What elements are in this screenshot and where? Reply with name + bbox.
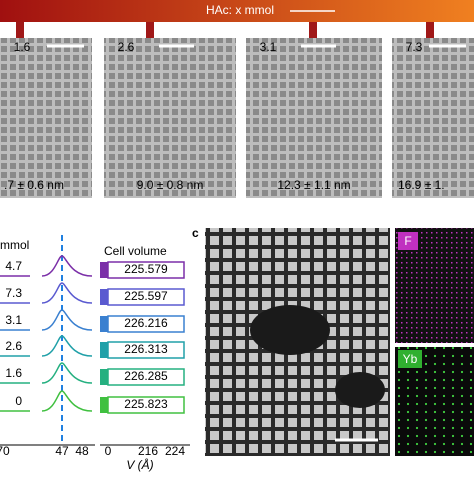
spectrum	[0, 362, 93, 384]
x-axis-label: V (Å)	[126, 457, 153, 472]
color-chip	[100, 342, 108, 358]
x-tick-label: 224	[165, 444, 185, 458]
f-label: F	[404, 234, 411, 248]
tick	[426, 22, 434, 38]
x-tick-label: 70	[0, 444, 10, 458]
amount-label: 1.6	[14, 40, 31, 54]
yb-tag	[398, 350, 422, 368]
tem-image	[392, 38, 474, 198]
amount: 4.7	[5, 259, 22, 273]
spectrum	[0, 309, 93, 331]
spectrum	[0, 335, 93, 357]
x-tick-label: 216	[138, 444, 158, 458]
header: Cell volume	[104, 244, 167, 258]
amount: 0	[15, 394, 22, 408]
gradient-bar	[0, 0, 474, 22]
value-box	[107, 315, 185, 333]
yb-label: Yb	[403, 352, 418, 366]
tick	[309, 22, 317, 38]
color-chip	[100, 262, 108, 278]
cell-volume: 225.597	[124, 289, 168, 303]
cell-volume-panel: 225.579 225.597 226.216 226.313 226.285 225.8…	[100, 244, 190, 472]
amount: 3.1	[5, 313, 22, 327]
spectrum	[0, 282, 93, 304]
value-box	[107, 261, 185, 279]
spectrum	[0, 255, 93, 277]
amount-label: 7.3	[406, 40, 423, 54]
f-tag	[398, 232, 418, 250]
size-label: 12.3 ± 1.1 nm	[277, 178, 350, 192]
amount: 7.3	[5, 286, 22, 300]
cell-volume: 226.313	[124, 342, 168, 356]
amount-label: 3.1	[260, 40, 277, 54]
tem-image	[0, 38, 92, 198]
tem-image	[104, 38, 236, 198]
value-box	[107, 341, 185, 359]
axis-label: mmol	[0, 238, 29, 252]
value-box	[107, 396, 185, 414]
amount-label: 2.6	[118, 40, 135, 54]
cell-volume: 225.579	[124, 262, 168, 276]
top-panels: 1.6 .7 ± 0.6 nm 2.6 9.0 ± 0.8 nm 3.1 12.3 ± 1…	[0, 22, 474, 198]
spectrum	[0, 390, 93, 412]
color-chip	[100, 289, 108, 305]
tick	[146, 22, 154, 38]
size-label: 16.9 ± 1.	[398, 178, 445, 192]
x-tick-label: 48	[75, 444, 89, 458]
size-label: 9.0 ± 0.8 nm	[137, 178, 204, 192]
value-box	[107, 288, 185, 306]
color-chip	[100, 316, 108, 332]
amount: 2.6	[5, 339, 22, 353]
x-tick-label: 0	[105, 444, 112, 458]
hac-label: HAc: x mmol	[206, 3, 274, 17]
void	[335, 372, 385, 408]
cell-volume: 226.285	[124, 369, 168, 383]
spectra-panel: mmol 4.7 7.3 3.1 2.6 1.6 0 70 47 48	[0, 235, 95, 458]
color-chip	[100, 369, 108, 385]
x-tick-label: 47	[55, 444, 69, 458]
value-box	[107, 368, 185, 386]
cell-volume: 225.823	[124, 397, 168, 411]
cell-volume: 226.216	[124, 316, 168, 330]
tem-image	[246, 38, 382, 198]
size-label: .7 ± 0.6 nm	[4, 178, 64, 192]
color-chip	[100, 397, 108, 413]
tick	[16, 22, 24, 38]
panel-letter: c	[192, 226, 199, 240]
void	[250, 305, 330, 355]
amount: 1.6	[5, 366, 22, 380]
